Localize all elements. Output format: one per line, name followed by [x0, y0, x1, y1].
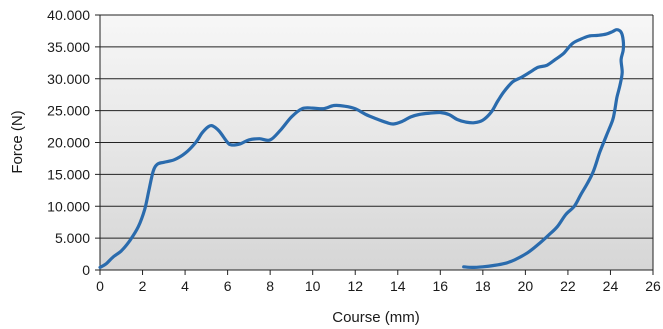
x-tick-label-4: 8 — [266, 278, 274, 294]
y-tick-label-5: 25.000 — [47, 103, 90, 119]
x-tick-label-11: 22 — [560, 278, 576, 294]
y-axis-title: Force (N) — [9, 110, 26, 173]
y-tick-label-8: 40.000 — [47, 7, 90, 23]
y-tick-label-4: 20.000 — [47, 135, 90, 151]
y-tick-label-6: 30.000 — [47, 71, 90, 87]
x-tick-label-1: 2 — [139, 278, 147, 294]
axes — [95, 14, 654, 275]
y-tick-label-2: 10.000 — [47, 198, 90, 214]
y-tick-label-1: 5.000 — [55, 230, 90, 246]
y-tick-label-3: 15.000 — [47, 166, 90, 182]
x-tick-label-3: 6 — [224, 278, 232, 294]
x-tick-label-9: 18 — [475, 278, 491, 294]
x-tick-label-0: 0 — [96, 278, 104, 294]
y-tick-label-0: 0 — [82, 262, 90, 278]
x-tick-label-6: 12 — [347, 278, 363, 294]
x-tick-label-8: 16 — [433, 278, 449, 294]
series-line-0 — [98, 28, 626, 269]
x-tick-label-13: 26 — [645, 278, 661, 294]
y-tick-label-7: 35.000 — [47, 39, 90, 55]
x-axis-title: Course (mm) — [332, 309, 420, 326]
series-layer — [98, 28, 626, 269]
x-tick-label-2: 4 — [181, 278, 189, 294]
x-tick-label-10: 20 — [518, 278, 534, 294]
x-tick-labels: 0 2 4 6 8 10 12 14 16 18 20 22 24 26 — [96, 278, 661, 294]
y-tick-labels: 0 5.000 10.000 15.000 20.000 25.000 30.000 35.0… — [47, 7, 90, 278]
x-tick-label-5: 10 — [305, 278, 321, 294]
grid-lines — [100, 14, 653, 239]
x-tick-label-7: 14 — [390, 278, 406, 294]
x-tick-label-12: 24 — [603, 278, 619, 294]
